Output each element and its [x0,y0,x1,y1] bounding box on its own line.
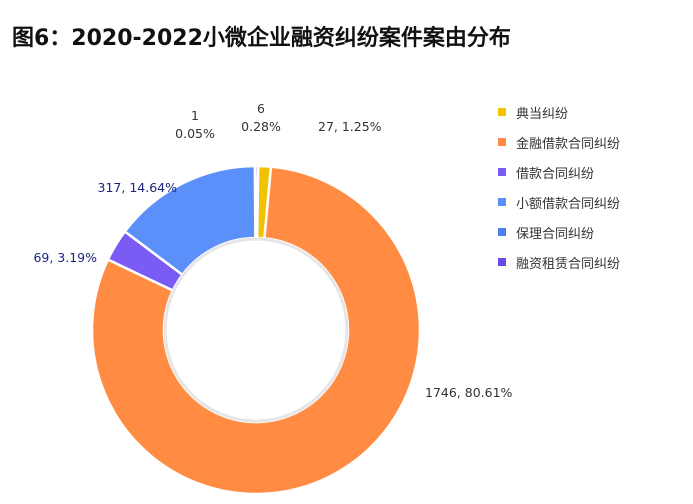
legend-item: 借款合同纠纷 [498,157,620,187]
legend-item: 典当纠纷 [498,97,620,127]
legend-item: 保理合同纠纷 [498,217,620,247]
legend-label: 保理合同纠纷 [516,226,595,242]
legend-item: 融资租赁合同纠纷 [498,247,620,277]
legend-label: 金融借款合同纠纷 [516,136,621,152]
legend-swatch [498,168,506,176]
legend-item: 小额借款合同纠纷 [498,187,620,217]
legend-label: 借款合同纠纷 [516,166,595,182]
legend-swatch [498,138,506,146]
legend-item: 金融借款合同纠纷 [498,127,620,157]
data-label-保理合同纠纷: 1 0.05% [175,108,215,141]
data-label-融资租赁合同纠纷: 6 0.28% [241,101,281,134]
data-label-借款合同纠纷: 69, 3.19% [33,250,97,265]
chart-legend: 典当纠纷金融借款合同纠纷 借款合同纠纷小额借款合同纠纷 保理合同纠纷融资租赁合同纠纷 [498,97,620,277]
legend-label: 典当纠纷 [516,106,569,122]
legend-label: 小额借款合同纠纷 [516,196,621,212]
legend-swatch [498,198,506,206]
legend-swatch [498,108,506,116]
legend-swatch [498,228,506,236]
data-label-金融借款合同纠纷: 1746, 80.61% [425,385,513,400]
data-label-典当纠纷: 27, 1.25% [318,119,382,134]
legend-label: 融资租赁合同纠纷 [516,256,621,272]
donut-hole [163,237,349,423]
chart-title: 图6：2020-2022小微企业融资纠纷案件案由分布 [12,26,511,51]
data-label-小额借款合同纠纷: 317, 14.64% [98,180,178,195]
legend-swatch [498,258,506,266]
